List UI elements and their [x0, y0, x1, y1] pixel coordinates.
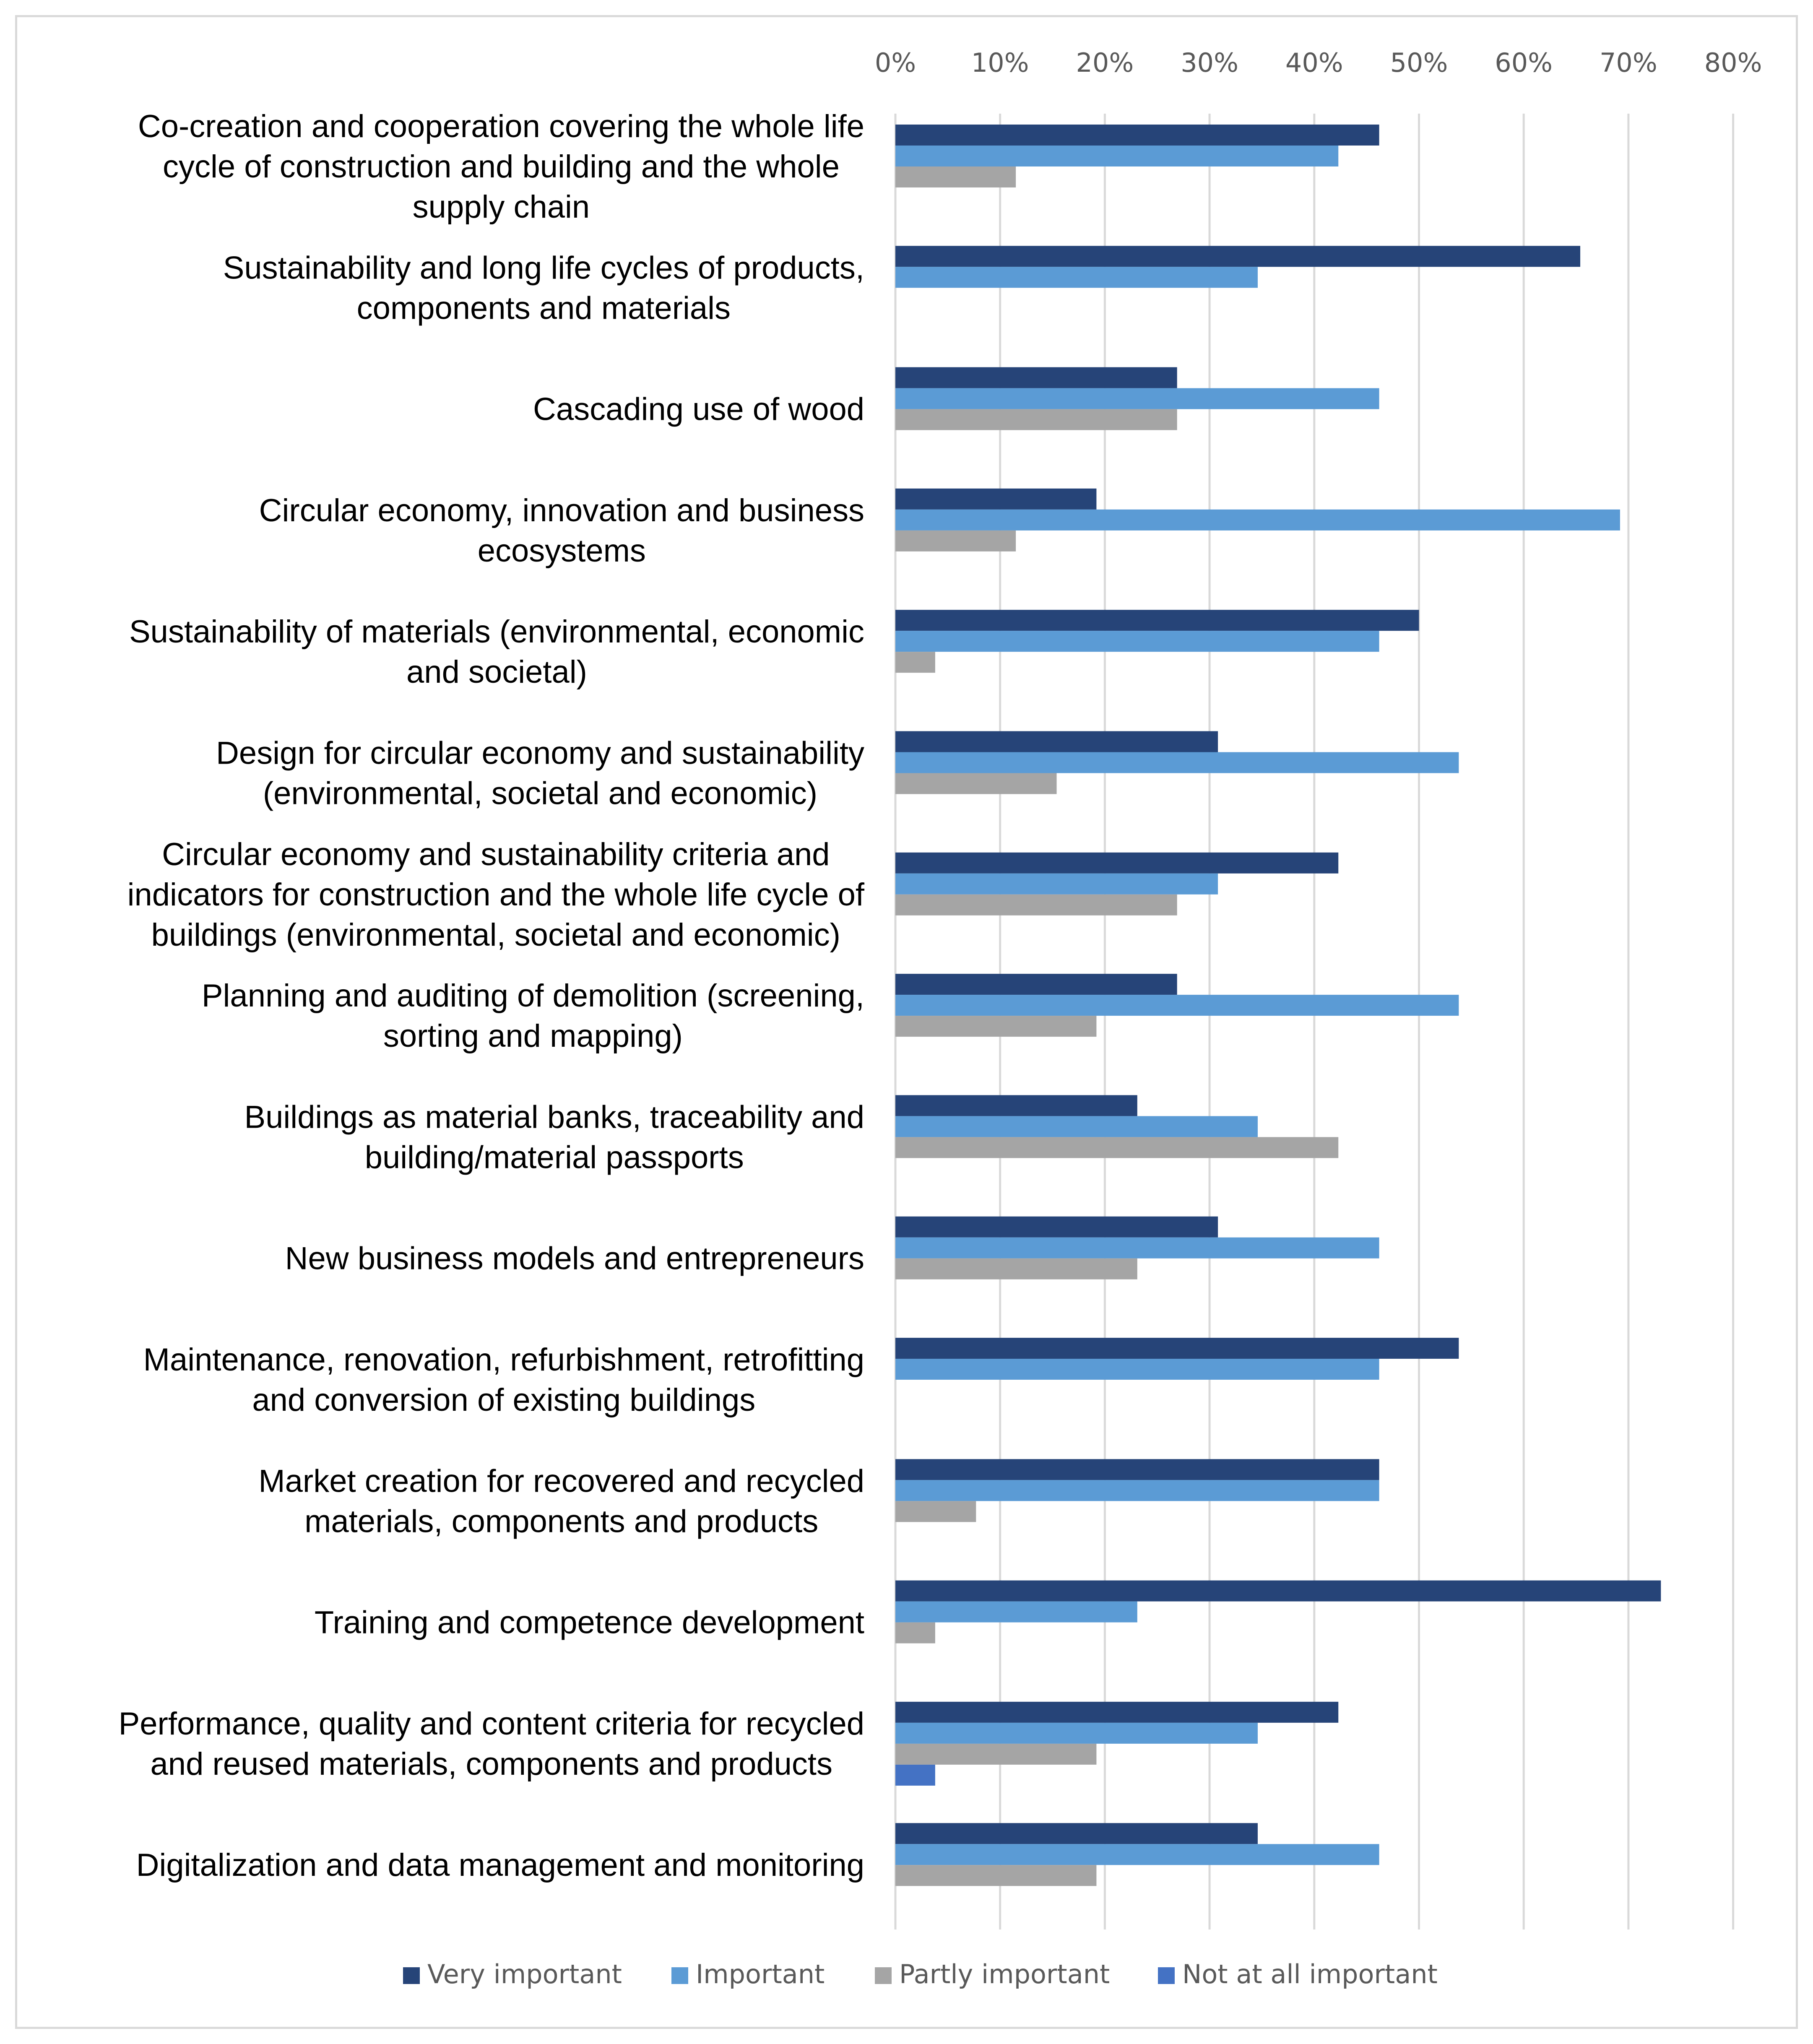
legend: Very important Important Partly important N… [403, 1959, 1438, 1989]
legend-label: Very important [427, 1959, 622, 1989]
bar-partly-important [895, 1137, 1339, 1158]
category-label: building/material passports [365, 1139, 744, 1175]
x-tick-label: 70% [1600, 47, 1657, 78]
bar-important [895, 1237, 1379, 1259]
category-label: ecosystems [478, 533, 646, 569]
x-tick-label: 80% [1704, 47, 1762, 78]
bar-partly-important [895, 1258, 1137, 1279]
category-label: Design for circular economy and sustaina… [216, 736, 864, 771]
bar-partly-important [895, 773, 1057, 794]
bar-important [895, 873, 1218, 895]
bar-partly-important [895, 1501, 976, 1522]
legend-label: Important [696, 1959, 825, 1989]
bar-important [895, 1844, 1379, 1865]
bar-very-important [895, 974, 1177, 995]
bar-very-important [895, 246, 1581, 267]
category-label: Circular economy and sustainability crit… [162, 837, 830, 872]
category-label: buildings (environmental, societal and e… [151, 917, 840, 953]
legend-swatch [403, 1967, 420, 1984]
legend-label: Not at all important [1182, 1959, 1438, 1989]
category-label: Training and competence development [315, 1605, 864, 1641]
bar-important [895, 1116, 1258, 1137]
x-axis-ticks: 0% 10% 20% 30% 40% 50% 60% 70% 80% [875, 47, 1762, 78]
bar-important [895, 1480, 1379, 1501]
category-labels: Co-creation and cooperation covering the… [119, 109, 865, 1883]
legend-swatch [875, 1967, 892, 1984]
x-tick-label: 50% [1390, 47, 1448, 78]
bar-partly-important [895, 1016, 1097, 1037]
legend-label: Partly important [899, 1959, 1110, 1989]
bar-important [895, 267, 1258, 288]
legend-swatch [1158, 1967, 1175, 1984]
x-tick-label: 40% [1285, 47, 1343, 78]
category-label: Sustainability and long life cycles of p… [223, 250, 864, 286]
category-label: New business models and entrepreneurs [285, 1241, 864, 1277]
category-label: cycle of construction and building and t… [163, 149, 840, 185]
bars [895, 125, 1661, 1886]
bar-chart: 0% 10% 20% 30% 40% 50% 60% 70% 80% Co-creation a… [119, 47, 1762, 1989]
bar-very-important [895, 1459, 1379, 1480]
bar-partly-important [895, 1743, 1097, 1765]
bar-very-important [895, 1580, 1661, 1602]
bar-partly-important [895, 1865, 1097, 1886]
category-label: components and materials [357, 290, 731, 326]
bar-partly-important [895, 894, 1177, 915]
bar-partly-important [895, 409, 1177, 430]
category-label: Sustainability of materials (environment… [129, 614, 864, 650]
bar-very-important [895, 610, 1419, 631]
category-label: Performance, quality and content criteri… [119, 1706, 864, 1742]
bar-important [895, 146, 1339, 166]
category-label: and societal) [406, 654, 587, 690]
bar-partly-important [895, 1622, 935, 1644]
x-tick-label: 60% [1495, 47, 1553, 78]
bar-very-important [895, 1701, 1339, 1723]
category-label: and reused materials, components and pro… [151, 1746, 833, 1782]
bar-very-important [895, 1216, 1218, 1238]
x-tick-label: 30% [1181, 47, 1238, 78]
bar-important [895, 1359, 1379, 1380]
bar-very-important [895, 1095, 1137, 1116]
category-label: Planning and auditing of demolition (scr… [202, 978, 864, 1014]
bar-important [895, 509, 1620, 531]
bar-very-important [895, 852, 1339, 874]
category-label: Circular economy, innovation and busines… [259, 493, 864, 528]
x-tick-label: 0% [875, 47, 916, 78]
bar-important [895, 1601, 1137, 1623]
category-label: Cascading use of wood [533, 392, 864, 427]
category-label: Co-creation and cooperation covering the… [138, 109, 864, 144]
category-label: Buildings as material banks, traceabilit… [244, 1099, 864, 1135]
category-label: Market creation for recovered and recycl… [258, 1463, 864, 1499]
category-label: Maintenance, renovation, refurbishment, … [143, 1342, 864, 1378]
category-label: Digitalization and data management and m… [136, 1847, 864, 1883]
category-label: and conversion of existing buildings [252, 1382, 755, 1418]
x-tick-label: 20% [1076, 47, 1134, 78]
bar-very-important [895, 367, 1177, 388]
bar-partly-important [895, 530, 1016, 551]
chart-frame: 0% 10% 20% 30% 40% 50% 60% 70% 80% Co-creation a… [15, 15, 1798, 2029]
bar-very-important [895, 125, 1379, 146]
category-label: materials, components and products [304, 1503, 818, 1539]
bar-important [895, 631, 1379, 652]
bar-very-important [895, 1338, 1459, 1359]
category-label: (environmental, societal and economic) [263, 776, 817, 811]
x-tick-label: 10% [971, 47, 1029, 78]
bar-partly-important [895, 652, 935, 673]
bar-very-important [895, 731, 1218, 752]
legend-swatch [671, 1967, 688, 1984]
category-label: sorting and mapping) [383, 1018, 683, 1054]
bar-important [895, 1722, 1258, 1744]
bar-important [895, 752, 1459, 773]
bar-important [895, 388, 1379, 409]
bar-partly-important [895, 166, 1016, 187]
bar-important [895, 995, 1459, 1016]
category-label: indicators for construction and the whol… [127, 877, 865, 913]
category-label: supply chain [413, 189, 590, 225]
bar-not-at-all-important [895, 1764, 935, 1786]
bar-very-important [895, 488, 1097, 510]
bar-very-important [895, 1823, 1258, 1844]
